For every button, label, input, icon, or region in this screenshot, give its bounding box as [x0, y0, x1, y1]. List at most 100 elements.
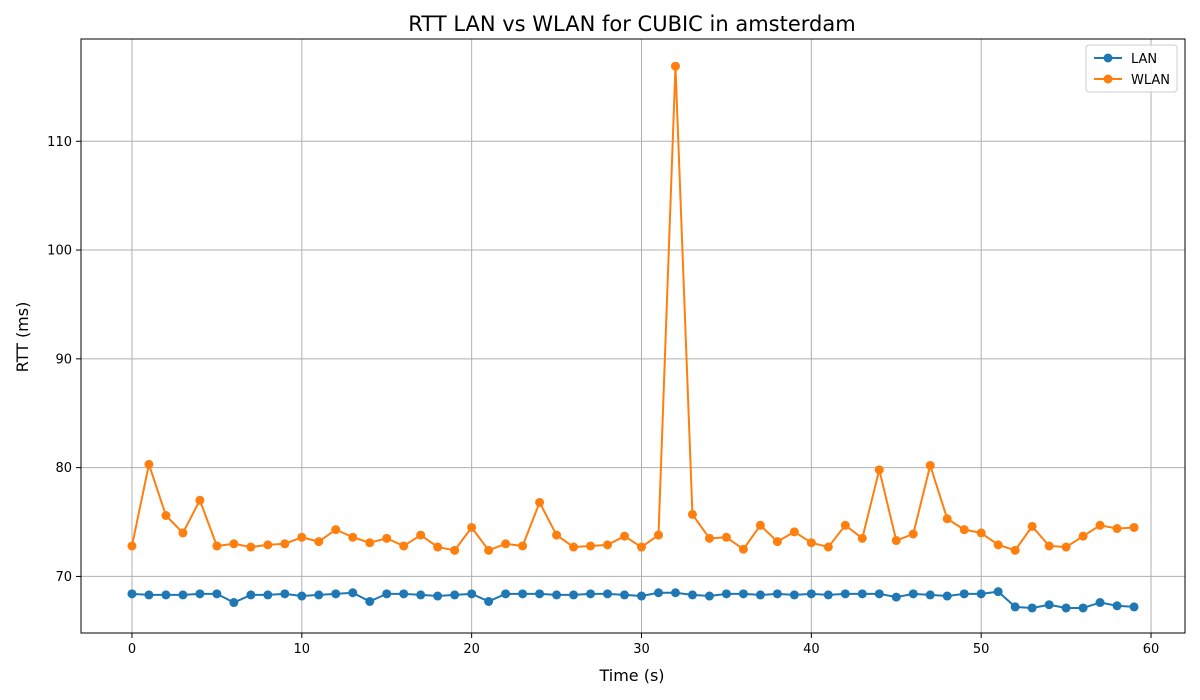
x-tick-label: 30 [633, 642, 650, 657]
data-point-wlan [484, 545, 494, 555]
data-point-lan [1078, 603, 1088, 613]
data-point-lan [670, 588, 680, 598]
data-point-lan [399, 589, 409, 599]
data-point-wlan [195, 495, 205, 505]
data-point-lan [229, 598, 239, 608]
data-point-lan [212, 589, 222, 599]
data-point-wlan [1095, 520, 1105, 530]
data-point-wlan [670, 61, 680, 71]
data-point-lan [653, 588, 663, 598]
plot-frame [80, 38, 1186, 634]
data-point-lan [789, 590, 799, 600]
data-point-wlan [603, 540, 613, 550]
data-point-lan [755, 590, 765, 600]
data-point-wlan [127, 541, 137, 551]
data-point-wlan [993, 540, 1003, 550]
data-point-wlan [823, 542, 833, 552]
data-point-wlan [212, 541, 222, 551]
data-point-lan [620, 590, 630, 600]
data-point-wlan [620, 531, 630, 541]
data-point-lan [772, 589, 782, 599]
data-point-lan [484, 596, 494, 606]
data-point-wlan [348, 532, 358, 542]
y-axis-title: RTT (ms) [13, 302, 32, 373]
data-point-lan [501, 589, 511, 599]
data-point-wlan [976, 528, 986, 538]
data-point-lan [636, 591, 646, 601]
data-point-lan [365, 596, 375, 606]
data-point-lan [433, 591, 443, 601]
legend-entry-lan: LAN [1094, 52, 1157, 67]
data-point-wlan [636, 542, 646, 552]
x-tick-label: 50 [973, 642, 990, 657]
series-wlan [127, 61, 1139, 555]
data-point-wlan [161, 511, 171, 521]
legend-label-lan: LAN [1131, 52, 1157, 67]
data-point-lan [263, 590, 273, 600]
data-point-wlan [806, 538, 816, 548]
data-point-wlan [959, 525, 969, 535]
y-tick-label: 80 [55, 461, 72, 476]
legend-label-wlan: WLAN [1131, 73, 1170, 88]
data-point-wlan [1078, 531, 1088, 541]
data-point-wlan [721, 532, 731, 542]
data-point-lan [976, 589, 986, 599]
y-tick-label: 100 [47, 244, 72, 259]
data-point-lan [246, 590, 256, 600]
data-point-lan [942, 591, 952, 601]
data-point-wlan [365, 538, 375, 548]
data-point-lan [331, 589, 341, 599]
data-point-lan [467, 589, 477, 599]
data-point-wlan [535, 497, 545, 507]
x-tick-label: 20 [463, 642, 480, 657]
data-point-wlan [416, 530, 426, 540]
data-point-wlan [653, 530, 663, 540]
tick-layer: 0 10 20 30 40 50 60 70 80 90 100 110 [47, 135, 1159, 657]
data-point-lan [552, 590, 562, 600]
y-tick-label: 70 [55, 570, 72, 585]
data-point-wlan [569, 542, 579, 552]
data-point-lan [416, 590, 426, 600]
data-point-lan [925, 590, 935, 600]
x-tick-label: 10 [294, 642, 311, 657]
legend-marker-lan [1103, 53, 1113, 63]
data-point-lan [687, 590, 697, 600]
data-point-lan [518, 589, 528, 599]
data-point-lan [891, 592, 901, 602]
x-axis-title: Time (s) [598, 666, 664, 685]
data-point-wlan [467, 522, 477, 532]
data-point-wlan [687, 509, 697, 519]
data-point-wlan [501, 539, 511, 549]
data-point-wlan [704, 533, 714, 543]
data-point-lan [297, 591, 307, 601]
legend-marker-wlan [1103, 74, 1113, 84]
data-point-lan [144, 590, 154, 600]
y-tick-label: 90 [55, 352, 72, 367]
data-point-wlan [942, 514, 952, 524]
data-point-wlan [1044, 541, 1054, 551]
data-point-wlan [399, 541, 409, 551]
data-point-wlan [178, 528, 188, 538]
data-point-wlan [382, 533, 392, 543]
data-point-lan [348, 588, 358, 598]
x-tick-label: 0 [128, 642, 136, 657]
data-point-lan [1010, 602, 1020, 612]
y-tick-label: 110 [47, 135, 72, 150]
data-point-wlan [331, 525, 341, 535]
data-point-wlan [1027, 521, 1037, 531]
data-point-lan [738, 589, 748, 599]
data-point-lan [161, 590, 171, 600]
data-point-lan [314, 590, 324, 600]
data-point-wlan [280, 539, 290, 549]
data-point-wlan [925, 460, 935, 470]
chart-title: RTT LAN vs WLAN for CUBIC in amsterdam [408, 12, 855, 36]
data-point-wlan [246, 542, 256, 552]
legend-entry-wlan: WLAN [1094, 73, 1170, 88]
data-point-lan [586, 589, 596, 599]
data-point-lan [280, 589, 290, 599]
data-point-wlan [772, 537, 782, 547]
data-point-wlan [891, 536, 901, 546]
data-point-wlan [908, 529, 918, 539]
data-point-wlan [450, 545, 460, 555]
